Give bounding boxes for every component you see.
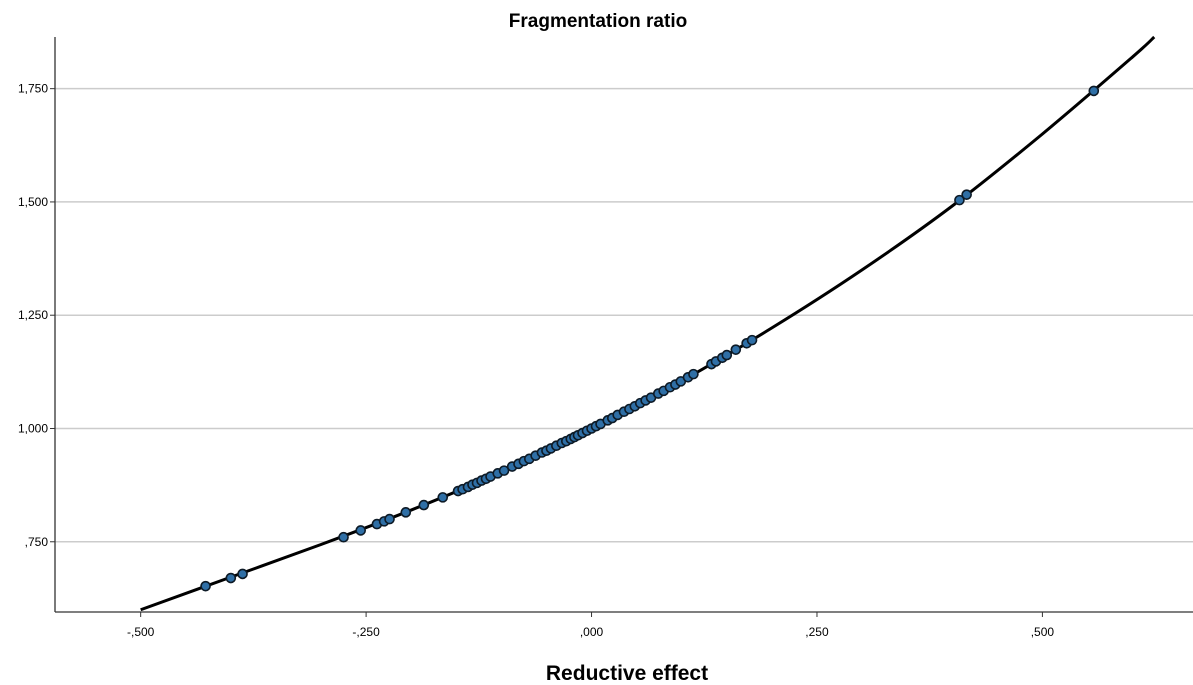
y-axis-ticks: ,750 1,000 1,250 1,500 1,750 — [18, 82, 55, 549]
fit-line — [140, 35, 1156, 612]
data-point — [200, 580, 211, 592]
data-points — [200, 85, 1100, 592]
data-point — [355, 525, 366, 536]
x-tick-label: ,250 — [805, 625, 829, 639]
x-tick-label: -,500 — [127, 625, 155, 639]
gridlines — [55, 87, 1193, 543]
data-point — [1088, 85, 1100, 97]
data-point — [338, 531, 349, 543]
data-point — [384, 513, 395, 525]
data-point — [400, 507, 412, 518]
x-tick-label: -,250 — [352, 625, 380, 639]
data-point — [498, 465, 510, 476]
data-point — [954, 194, 965, 206]
data-point — [961, 189, 972, 200]
fit-line-group — [140, 35, 1156, 612]
x-tick-label: ,500 — [1031, 625, 1055, 639]
x-axis-title: Reductive effect — [546, 662, 708, 685]
y-tick-label: 1,000 — [18, 421, 48, 435]
data-point — [225, 572, 237, 584]
data-point — [688, 368, 699, 380]
y-tick-label: 1,250 — [18, 308, 48, 322]
y-tick-label: 1,750 — [18, 82, 48, 96]
x-axis-ticks: -,500 -,250 ,000 ,250 ,500 — [127, 612, 1054, 639]
data-point — [746, 334, 758, 346]
x-tick-label: ,000 — [580, 625, 604, 639]
data-point — [730, 344, 742, 355]
data-point — [418, 499, 430, 511]
y-tick-label: ,750 — [25, 535, 49, 549]
data-point — [237, 568, 248, 580]
data-point — [437, 492, 449, 503]
chart-title: Fragmentation ratio — [509, 11, 687, 32]
y-tick-label: 1,500 — [18, 195, 48, 209]
data-point — [721, 349, 733, 361]
